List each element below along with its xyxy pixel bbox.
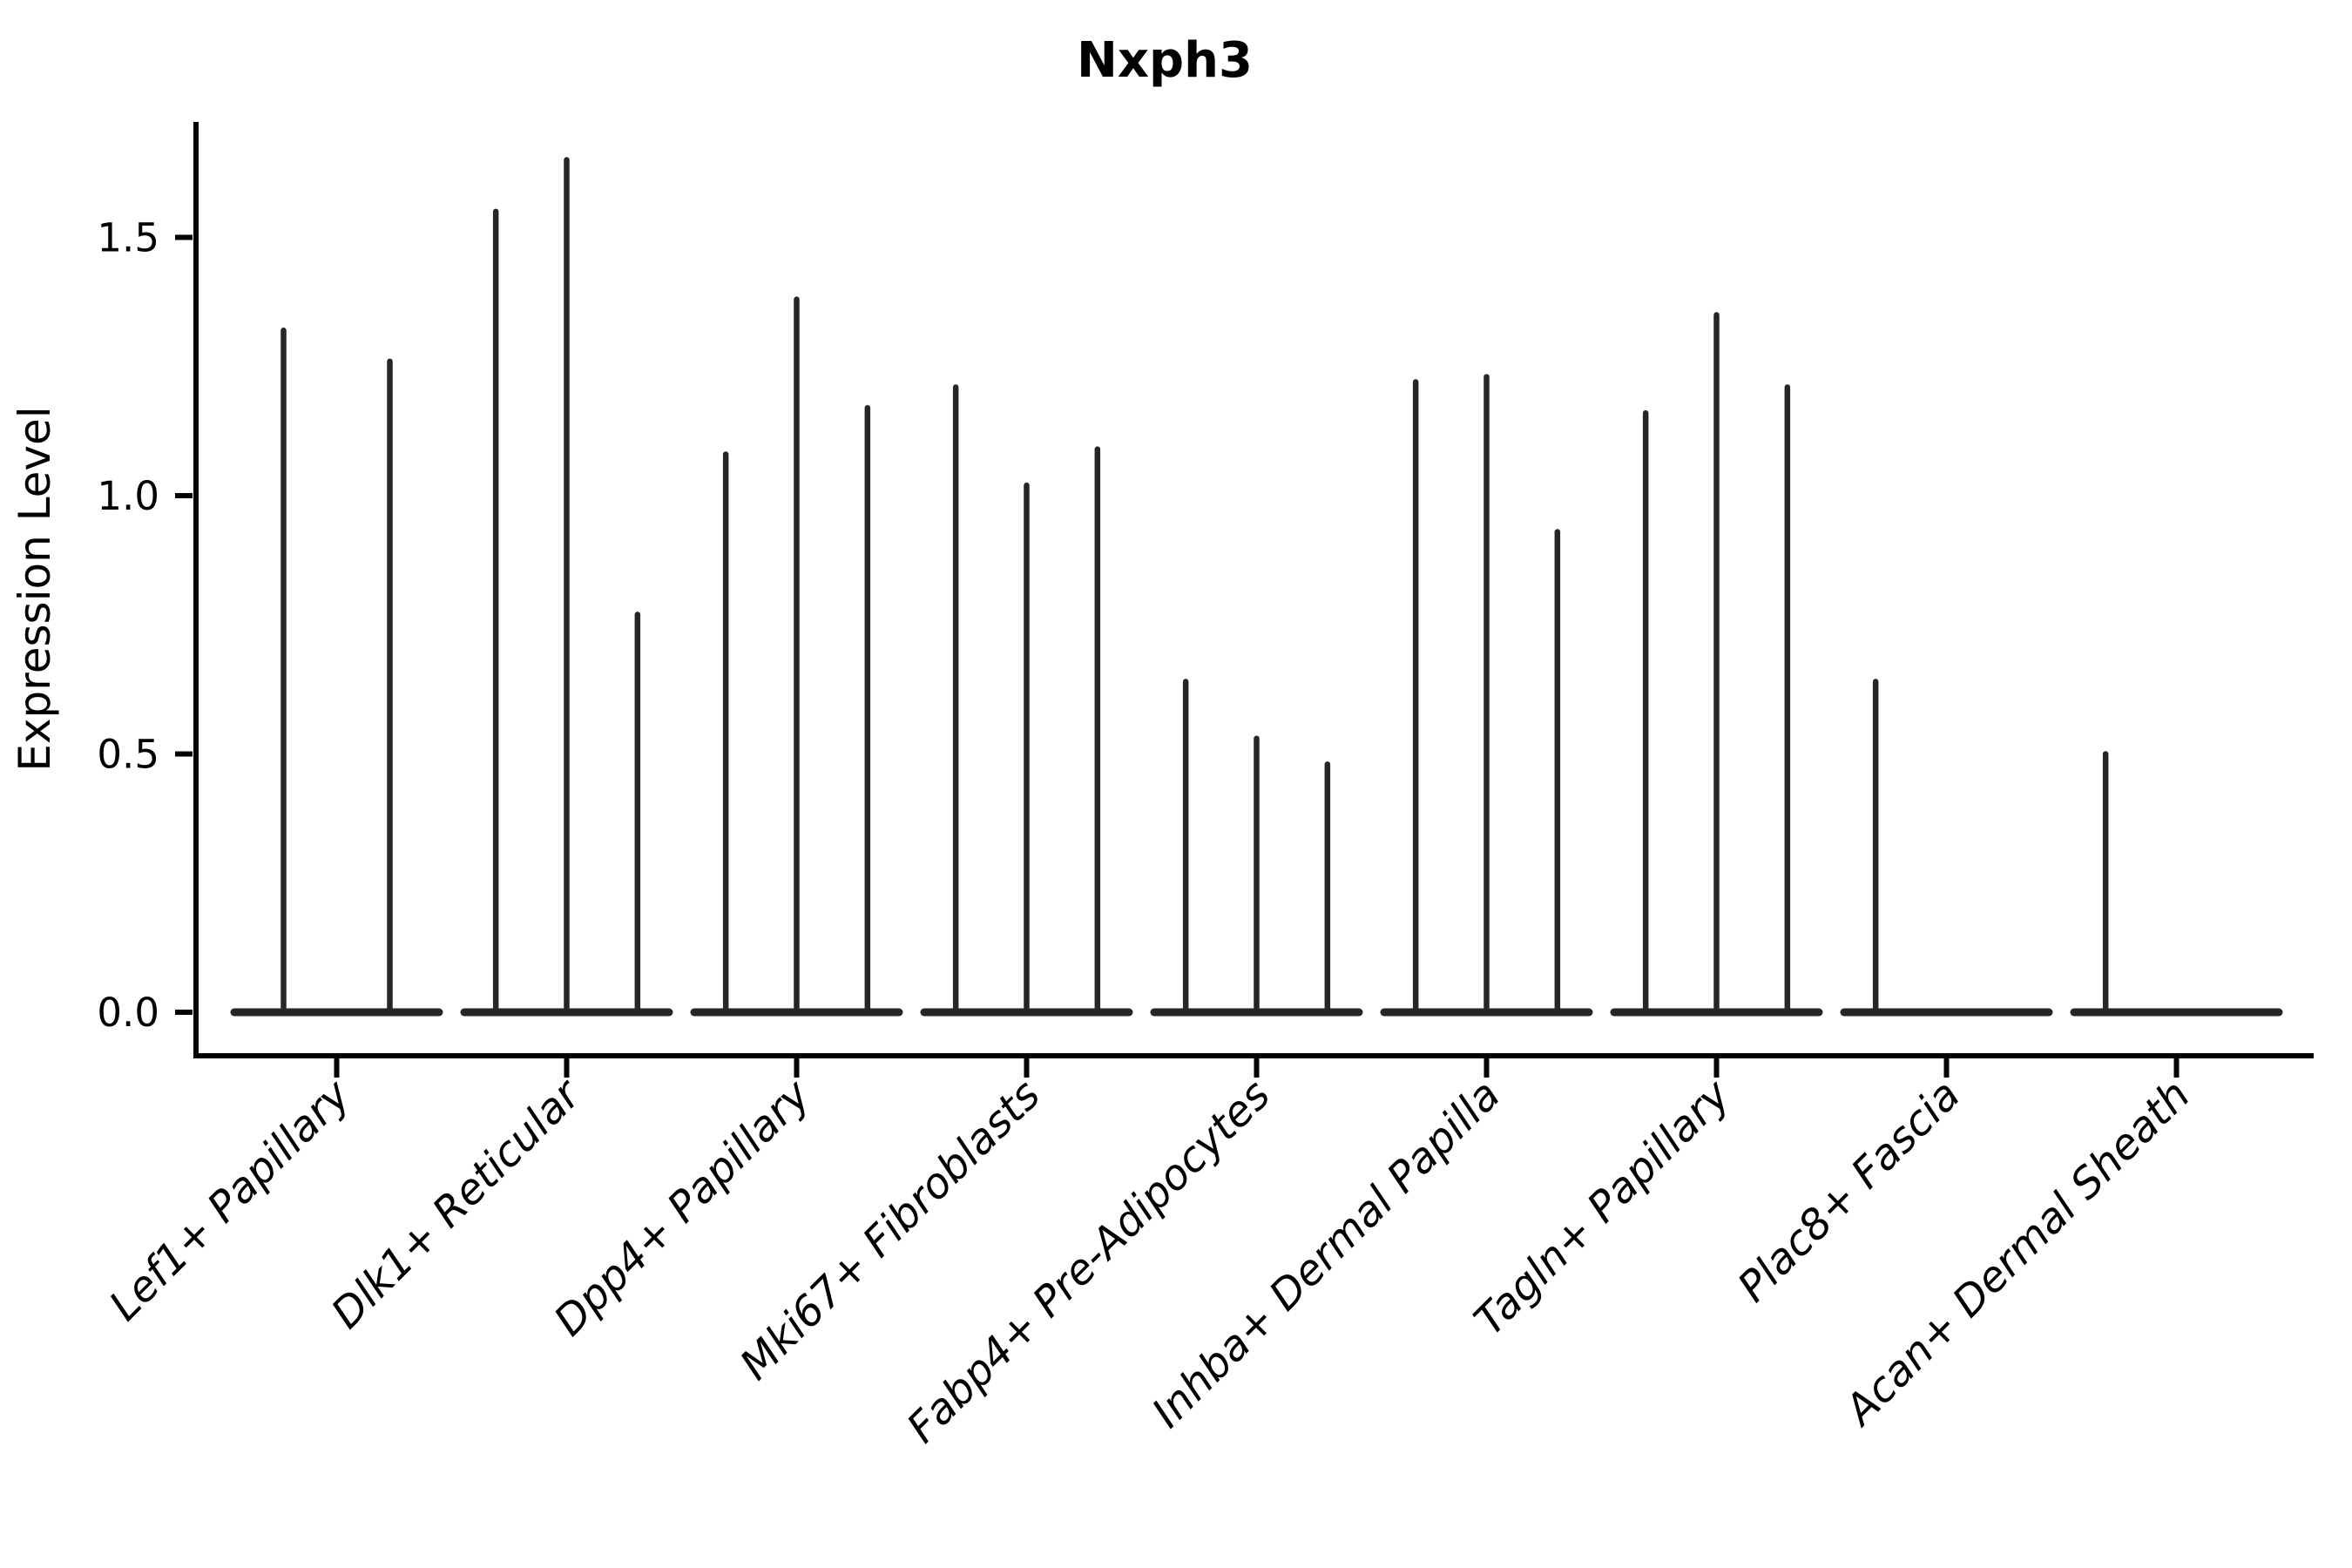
x-tick-label: Dlk1+ Reticular <box>322 1069 592 1339</box>
violin-base <box>230 1008 443 1017</box>
violin-group <box>1840 679 2053 1017</box>
violins-layer <box>230 157 2283 1017</box>
x-tick-label: Fabp4+ Pre-Adipocytes <box>897 1071 1280 1453</box>
x-tick-label: Lef1+ Papillary <box>100 1070 361 1330</box>
y-tick-label: 0.0 <box>97 990 159 1036</box>
y-tick-label: 1.0 <box>97 473 159 519</box>
x-tick-label: Dpp4+ Papillary <box>544 1070 820 1345</box>
violin-base <box>1840 1008 2053 1017</box>
y-tick-label: 1.5 <box>97 215 159 261</box>
violin-group <box>1610 312 1823 1017</box>
violin-base <box>2070 1008 2283 1017</box>
violin-group <box>2070 751 2283 1017</box>
violin-group <box>230 327 443 1017</box>
y-tick-label: 0.5 <box>97 732 159 778</box>
x-tick-label: Tagln+ Papillary <box>1465 1070 1740 1345</box>
x-tick-label: Plac8+ Fascia <box>1728 1071 1970 1312</box>
plot-title: Nxph3 <box>1077 32 1253 89</box>
y-axis-label: Expression Level <box>10 406 60 771</box>
y-axis: 0.0 0.5 1.0 1.5 <box>97 215 193 1036</box>
violin-group <box>690 296 903 1017</box>
violin-group <box>1150 679 1363 1017</box>
violin-group <box>1380 374 1593 1017</box>
violin-group <box>920 384 1133 1017</box>
violin-group <box>460 157 673 1017</box>
